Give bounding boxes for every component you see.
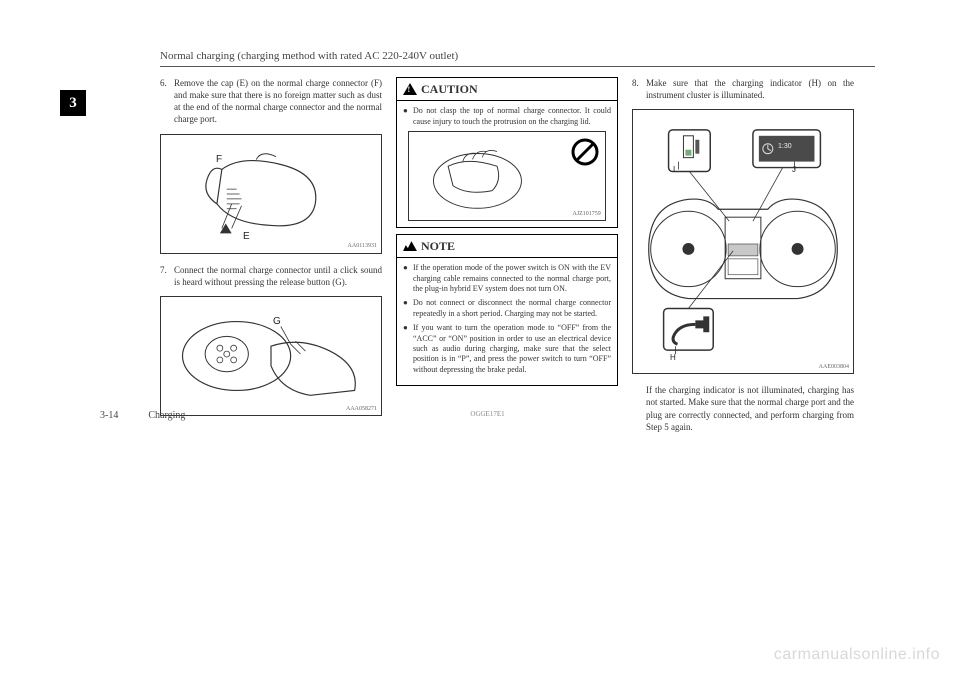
content-columns: 6. Remove the cap (E) on the normal char…: [160, 77, 875, 433]
step-8: 8. Make sure that the charging indicator…: [632, 77, 854, 101]
doc-code: OGGE17E1: [470, 410, 504, 418]
bullet-icon: ●: [403, 323, 413, 375]
time-display: 1:30: [778, 142, 792, 151]
connect-port-illustration: [161, 297, 381, 415]
figure-connector-cap: F E AA0113931: [160, 134, 382, 254]
page-footer: 3-14 Charging OGGE17E1: [100, 410, 875, 421]
prohibit-icon: [571, 138, 599, 166]
caution-header: CAUTION: [397, 78, 617, 101]
cluster-illustration: [633, 110, 853, 373]
bullet-text: If you want to turn the operation mode t…: [413, 323, 611, 375]
bullet-icon: ●: [403, 263, 413, 294]
note-body: ● If the operation mode of the power swi…: [397, 258, 617, 385]
note-bullet: ● If the operation mode of the power swi…: [403, 263, 611, 294]
step-number: 8.: [632, 77, 646, 101]
bullet-icon: ●: [403, 106, 413, 127]
caution-figure: AJZ101759: [408, 131, 606, 221]
column-1: 6. Remove the cap (E) on the normal char…: [160, 77, 382, 433]
note-bullet: ● Do not connect or disconnect the norma…: [403, 298, 611, 319]
followup-text: If the charging indicator is not illumin…: [646, 384, 854, 433]
chapter-tab: 3: [60, 90, 86, 116]
caution-body: ● Do not clasp the top of normal charge …: [397, 101, 617, 227]
figure-caption: AJZ101759: [572, 210, 600, 218]
step-6: 6. Remove the cap (E) on the normal char…: [160, 77, 382, 126]
watermark: carmanualsonline.info: [774, 646, 940, 664]
note-header: NOTE: [397, 235, 617, 258]
figure-label-e: E: [243, 230, 250, 244]
bullet-text: Do not clasp the top of normal charge co…: [413, 106, 611, 127]
figure-caption: AAE003804: [819, 363, 849, 371]
header-rule: [160, 66, 875, 67]
figure-label-f: F: [216, 153, 222, 167]
note-box: NOTE ● If the operation mode of the powe…: [396, 234, 618, 386]
section-name: Charging: [148, 410, 185, 421]
page-header: Normal charging (charging method with ra…: [160, 50, 875, 62]
step-text: Make sure that the charging indicator (H…: [646, 77, 854, 101]
caution-box: CAUTION ● Do not clasp the top of normal…: [396, 77, 618, 228]
page-number: 3-14: [100, 410, 118, 421]
note-bullet: ● If you want to turn the operation mode…: [403, 323, 611, 375]
bullet-text: If the operation mode of the power switc…: [413, 263, 611, 294]
figure-caption: AA0113931: [348, 242, 377, 250]
figure-instrument-cluster: I J H 1:30 AAE003804: [632, 109, 854, 374]
caution-bullet: ● Do not clasp the top of normal charge …: [403, 106, 611, 127]
note-icon: [403, 241, 417, 251]
figure-label-g: G: [273, 315, 281, 329]
figure-label-i: I: [673, 165, 675, 176]
bullet-icon: ●: [403, 298, 413, 319]
bullet-text: Do not connect or disconnect the normal …: [413, 298, 611, 319]
step-text: Remove the cap (E) on the normal charge …: [174, 77, 382, 126]
connector-cap-illustration: [161, 135, 381, 253]
caution-title: CAUTION: [421, 81, 478, 97]
step-text: Connect the normal charge connector unti…: [174, 264, 382, 288]
step-7: 7. Connect the normal charge connector u…: [160, 264, 382, 288]
figure-label-h: H: [670, 353, 676, 364]
column-2: CAUTION ● Do not clasp the top of normal…: [396, 77, 618, 433]
figure-connect-port: G AAA058271: [160, 296, 382, 416]
step-number: 6.: [160, 77, 174, 126]
note-title: NOTE: [421, 238, 455, 254]
step-number: 7.: [160, 264, 174, 288]
column-3: 8. Make sure that the charging indicator…: [632, 77, 854, 433]
figure-label-j: J: [792, 165, 796, 176]
